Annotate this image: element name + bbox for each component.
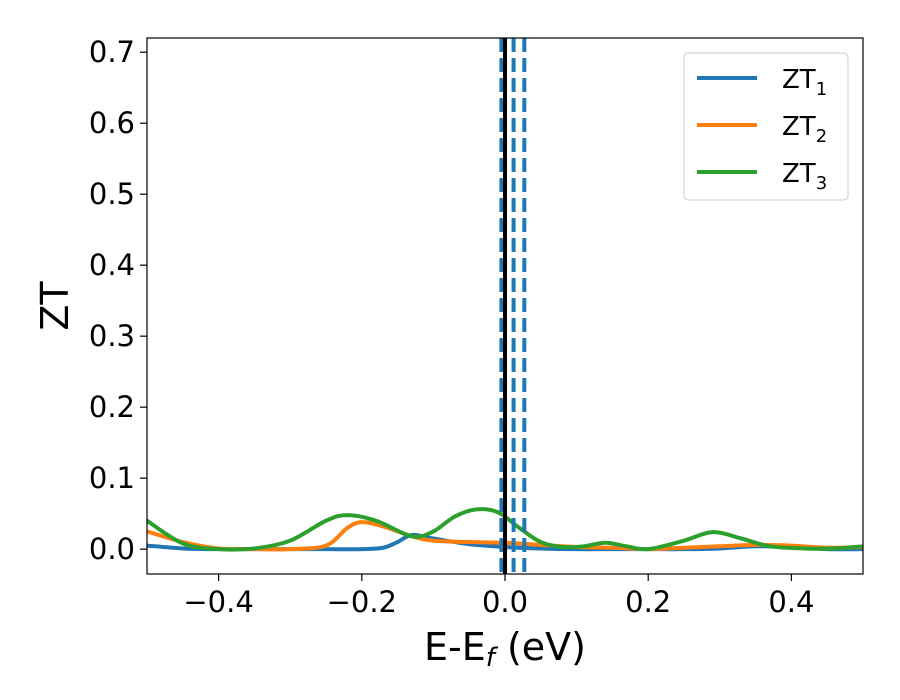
x-tick-label: 0.4 <box>768 585 814 619</box>
legend-label-zt3: ZT3 <box>782 159 827 194</box>
x-tick-label: 0.2 <box>625 585 671 619</box>
vertical-lines-layer <box>499 38 527 574</box>
x-axis-title: E-Ef (eV) <box>424 625 586 673</box>
legend: ZT1 ZT2 ZT3 <box>683 52 849 201</box>
x-tick-label: −0.4 <box>183 585 253 619</box>
x-axis-title-unit: (eV) <box>495 625 586 669</box>
y-tick-label: 0.6 <box>89 106 135 140</box>
legend-label-zt1: ZT1 <box>782 65 827 100</box>
y-tick-label: 0.2 <box>89 390 135 424</box>
y-tick-label: 0.3 <box>89 319 135 353</box>
y-tick-label: 0.1 <box>89 461 135 495</box>
series-layer <box>147 507 863 552</box>
y-tick-label: 0.5 <box>89 177 135 211</box>
x-tick-label: 0.0 <box>482 585 528 619</box>
legend-box <box>683 52 849 201</box>
y-axis-ticks: 0.0 0.1 0.2 0.3 0.4 0.5 0.6 0.7 <box>89 35 147 566</box>
series-line-zt3 <box>147 507 863 552</box>
y-tick-label: 0.7 <box>89 35 135 69</box>
legend-label-zt2: ZT2 <box>782 112 827 147</box>
x-tick-label: −0.2 <box>327 585 397 619</box>
series-line-zt2 <box>147 520 863 552</box>
y-tick-label: 0.4 <box>89 248 135 282</box>
x-axis-title-main: E-E <box>424 625 486 669</box>
y-tick-label: 0.0 <box>89 532 135 566</box>
y-axis-title: ZT <box>33 281 77 331</box>
x-axis-ticks: −0.4 −0.2 0.0 0.2 0.4 <box>183 574 814 619</box>
